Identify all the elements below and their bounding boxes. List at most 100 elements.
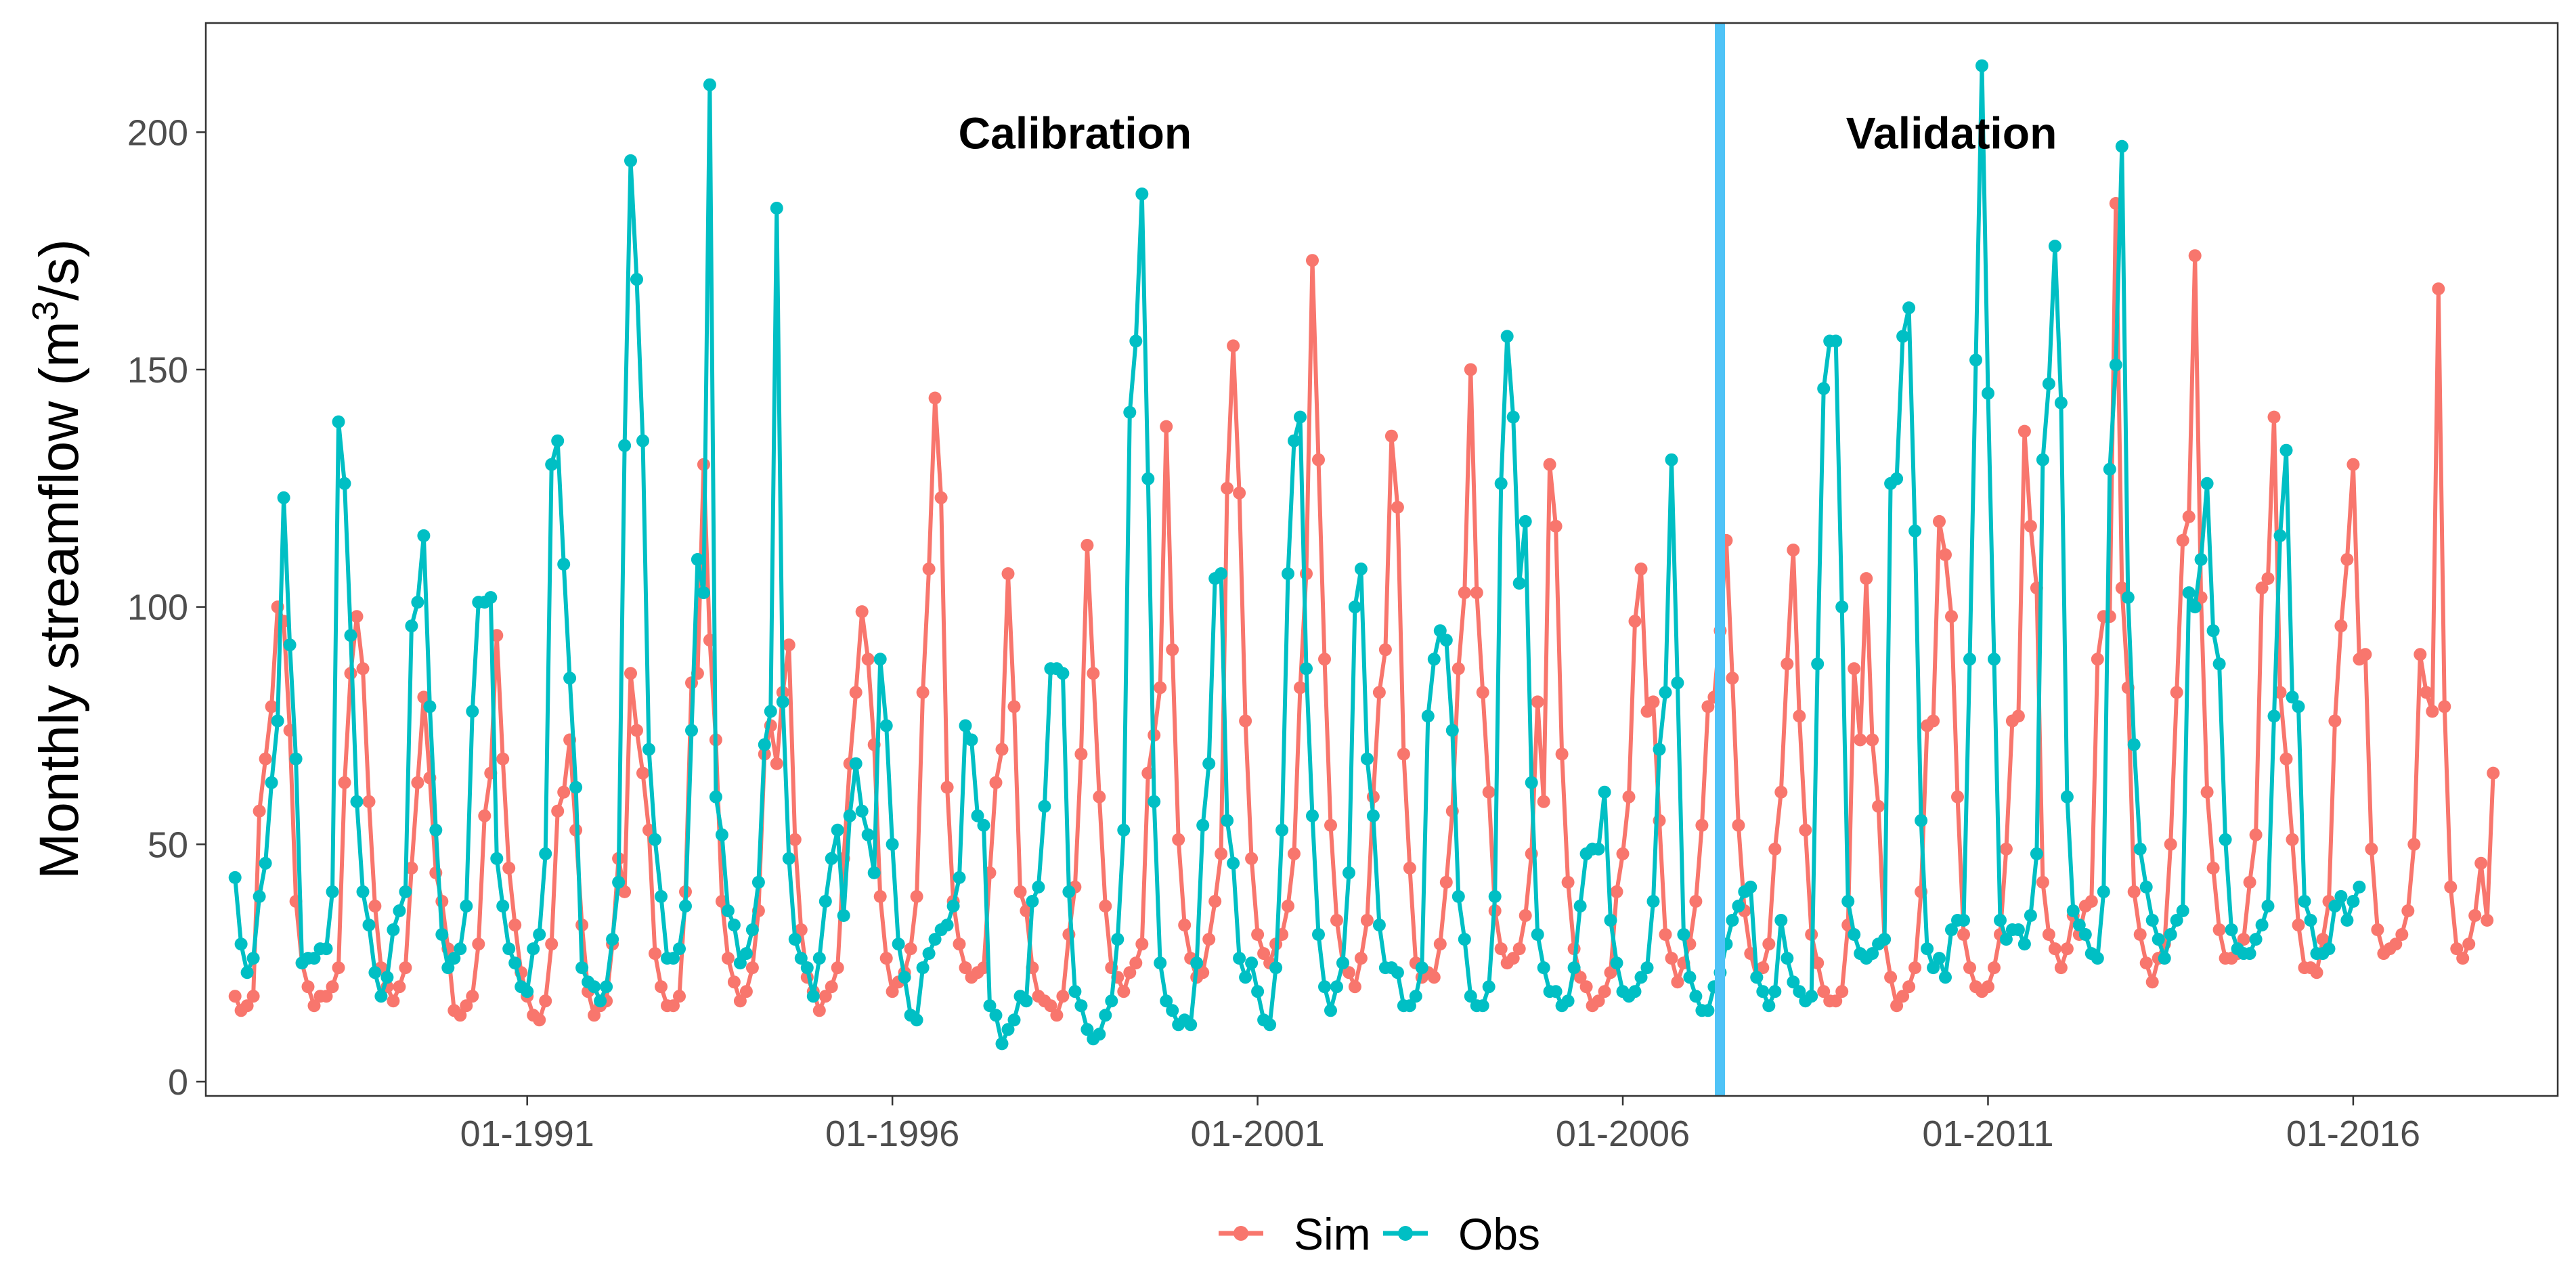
data-point-sim (2401, 904, 2415, 917)
data-point-sim (1848, 662, 1861, 676)
data-point-obs (2139, 880, 2153, 894)
data-point-obs (776, 695, 789, 709)
data-point-sim (1860, 572, 1873, 586)
data-point-sim (2024, 519, 2037, 533)
data-point-obs (1963, 653, 1976, 666)
data-point-sim (2456, 952, 2470, 965)
data-point-sim (2438, 700, 2451, 713)
data-point-sim (1701, 700, 1715, 713)
data-point-sim (1439, 875, 1453, 889)
data-point-sim (1251, 928, 1265, 941)
data-point-obs (2334, 889, 2348, 903)
data-point-obs (849, 757, 863, 770)
data-point-obs (1129, 334, 1143, 348)
data-point-obs (557, 558, 571, 571)
data-point-obs (362, 919, 376, 931)
data-point-obs (1001, 1023, 1015, 1036)
data-point-obs (1464, 990, 1477, 1003)
data-point-sim (259, 752, 272, 766)
data-point-sim (1787, 544, 1800, 556)
data-point-obs (715, 828, 728, 841)
data-point-obs (1781, 952, 1794, 965)
data-point-sim (1282, 900, 1294, 912)
data-point-obs (2127, 738, 2141, 751)
data-point-sim (770, 757, 783, 770)
data-point-obs (739, 947, 753, 961)
data-point-sim (454, 1009, 467, 1022)
data-point-sim (2042, 928, 2055, 941)
data-point-obs (545, 458, 559, 471)
data-point-obs (606, 933, 619, 946)
data-point-sim (240, 999, 254, 1013)
data-point-obs (843, 809, 856, 822)
data-point-obs (1190, 956, 1204, 970)
data-point-sim (2249, 828, 2263, 841)
data-point-obs (727, 919, 741, 931)
data-point-sim (1616, 847, 1630, 860)
data-point-sim (478, 809, 492, 822)
data-point-obs (1549, 985, 1563, 998)
data-point-obs (709, 790, 722, 804)
data-point-sim (1458, 586, 1471, 600)
data-point-obs (1927, 961, 1940, 975)
data-point-obs (612, 875, 626, 889)
data-point-sim (630, 724, 643, 737)
data-point-sim (1087, 667, 1100, 680)
data-point-obs (1732, 900, 1745, 912)
data-point-sim (2310, 966, 2323, 980)
data-point-obs (1427, 653, 1441, 666)
data-point-obs (812, 952, 826, 965)
data-point-obs (1598, 785, 1611, 799)
data-point-obs (253, 889, 266, 903)
data-point-obs (2091, 952, 2104, 965)
data-point-obs (1269, 961, 1283, 975)
data-point-obs (1677, 928, 1690, 941)
y-axis-title: Monthly streamflow (m3/s) (25, 239, 90, 879)
data-point-sim (1549, 519, 1563, 533)
data-point-sim (502, 861, 516, 875)
data-point-sim (1659, 928, 1672, 941)
data-point-obs (289, 752, 303, 766)
data-point-sim (1531, 695, 1544, 709)
data-point-sim (2462, 938, 2476, 951)
data-point-obs (2206, 624, 2220, 638)
data-point-obs (2024, 909, 2037, 922)
data-point-obs (2145, 914, 2159, 927)
data-point-sim (1604, 966, 1617, 980)
data-point-obs (1275, 823, 1289, 837)
data-point-sim (2444, 880, 2458, 894)
data-point-sim (1732, 818, 1745, 832)
data-point-sim (411, 776, 424, 789)
data-point-sim (1835, 985, 1849, 998)
data-point-obs (2243, 947, 2256, 961)
data-point-sim (2468, 909, 2482, 922)
data-point-obs (1939, 971, 1952, 984)
data-point-obs (721, 904, 735, 917)
data-point-obs (2200, 477, 2214, 490)
data-point-sim (1646, 695, 1660, 709)
data-point-sim (496, 752, 510, 766)
data-point-sim (1951, 790, 1964, 804)
data-point-obs (667, 952, 680, 965)
data-point-sim (1884, 971, 1898, 984)
data-point-obs (2133, 842, 2147, 856)
data-point-obs (910, 1013, 923, 1027)
data-point-obs (855, 804, 869, 818)
data-point-sim (995, 743, 1009, 756)
data-point-sim (2450, 942, 2464, 956)
data-point-sim (1537, 795, 1550, 808)
data-point-obs (326, 885, 339, 898)
data-point-sim (812, 1004, 826, 1017)
data-point-sim (393, 980, 406, 994)
data-point-sim (922, 563, 936, 575)
data-point-sim (332, 961, 345, 975)
data-point-obs (1756, 985, 1770, 998)
data-point-sim (545, 938, 559, 951)
data-point-obs (502, 942, 516, 956)
data-point-sim (886, 985, 899, 998)
data-point-obs (332, 415, 345, 428)
data-point-obs (697, 586, 710, 600)
data-point-sim (1579, 980, 1593, 994)
data-point-obs (1263, 1018, 1277, 1032)
data-point-obs (399, 885, 412, 898)
